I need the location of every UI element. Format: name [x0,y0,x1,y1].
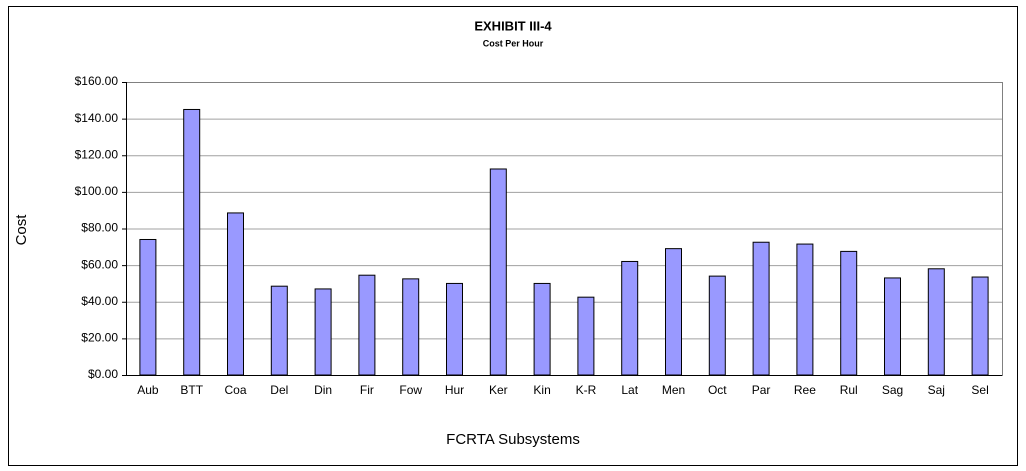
x-tick-label: Aub [137,383,159,397]
bar [708,275,726,376]
y-tick-label: $40.00 [81,294,118,308]
x-tick-label: Fir [360,383,374,397]
bar [884,277,901,376]
chart-title: EXHIBIT III-4 [474,18,552,33]
bar [227,212,244,376]
bar [577,296,595,376]
x-tick-label: Men [662,383,685,397]
x-tick-label: Kin [533,383,550,397]
y-tick-label: $160.00 [75,74,119,88]
bar [446,282,463,376]
x-tick-label: Rul [840,383,858,397]
x-axis-label: FCRTA Subsystems [446,431,580,448]
bar [358,274,376,376]
bar [621,260,639,376]
bar [752,241,770,376]
x-tick-label: Del [270,383,288,397]
bar [402,278,420,376]
x-tick-label: Coa [224,383,246,397]
chart-frame [8,6,1018,466]
y-tick-label: $80.00 [81,221,118,235]
x-tick-label: Ree [794,383,816,397]
x-tick-label: Fow [399,383,422,397]
bar [927,268,945,376]
bar [183,108,201,376]
bar [971,276,989,376]
y-tick-label: $120.00 [75,147,119,161]
x-tick-label: Hur [445,383,464,397]
bar [665,248,682,376]
bar [796,243,814,376]
x-tick-label: Oct [708,383,727,397]
y-tick-label: $140.00 [75,111,119,125]
x-tick-label: Ker [489,383,508,397]
x-tick-label: Par [752,383,771,397]
bar [270,285,288,376]
x-tick-label: K-R [576,383,597,397]
bar [139,238,157,376]
bar [489,168,507,376]
y-tick-label: $0.00 [88,367,118,381]
x-tick-label: Lat [621,383,638,397]
x-tick-label: Saj [928,383,945,397]
x-tick-label: Sel [971,383,988,397]
x-tick-label: Din [314,383,332,397]
y-tick-label: $100.00 [75,184,119,198]
bar [314,288,332,376]
x-tick-label: Sag [882,383,903,397]
x-tick-label: BTT [180,383,203,397]
bar [840,250,858,376]
bar [533,282,551,376]
y-tick-label: $20.00 [81,331,118,345]
y-axis-label: Cost [13,214,30,246]
chart-subtitle: Cost Per Hour [483,38,544,48]
y-tick-label: $60.00 [81,257,118,271]
